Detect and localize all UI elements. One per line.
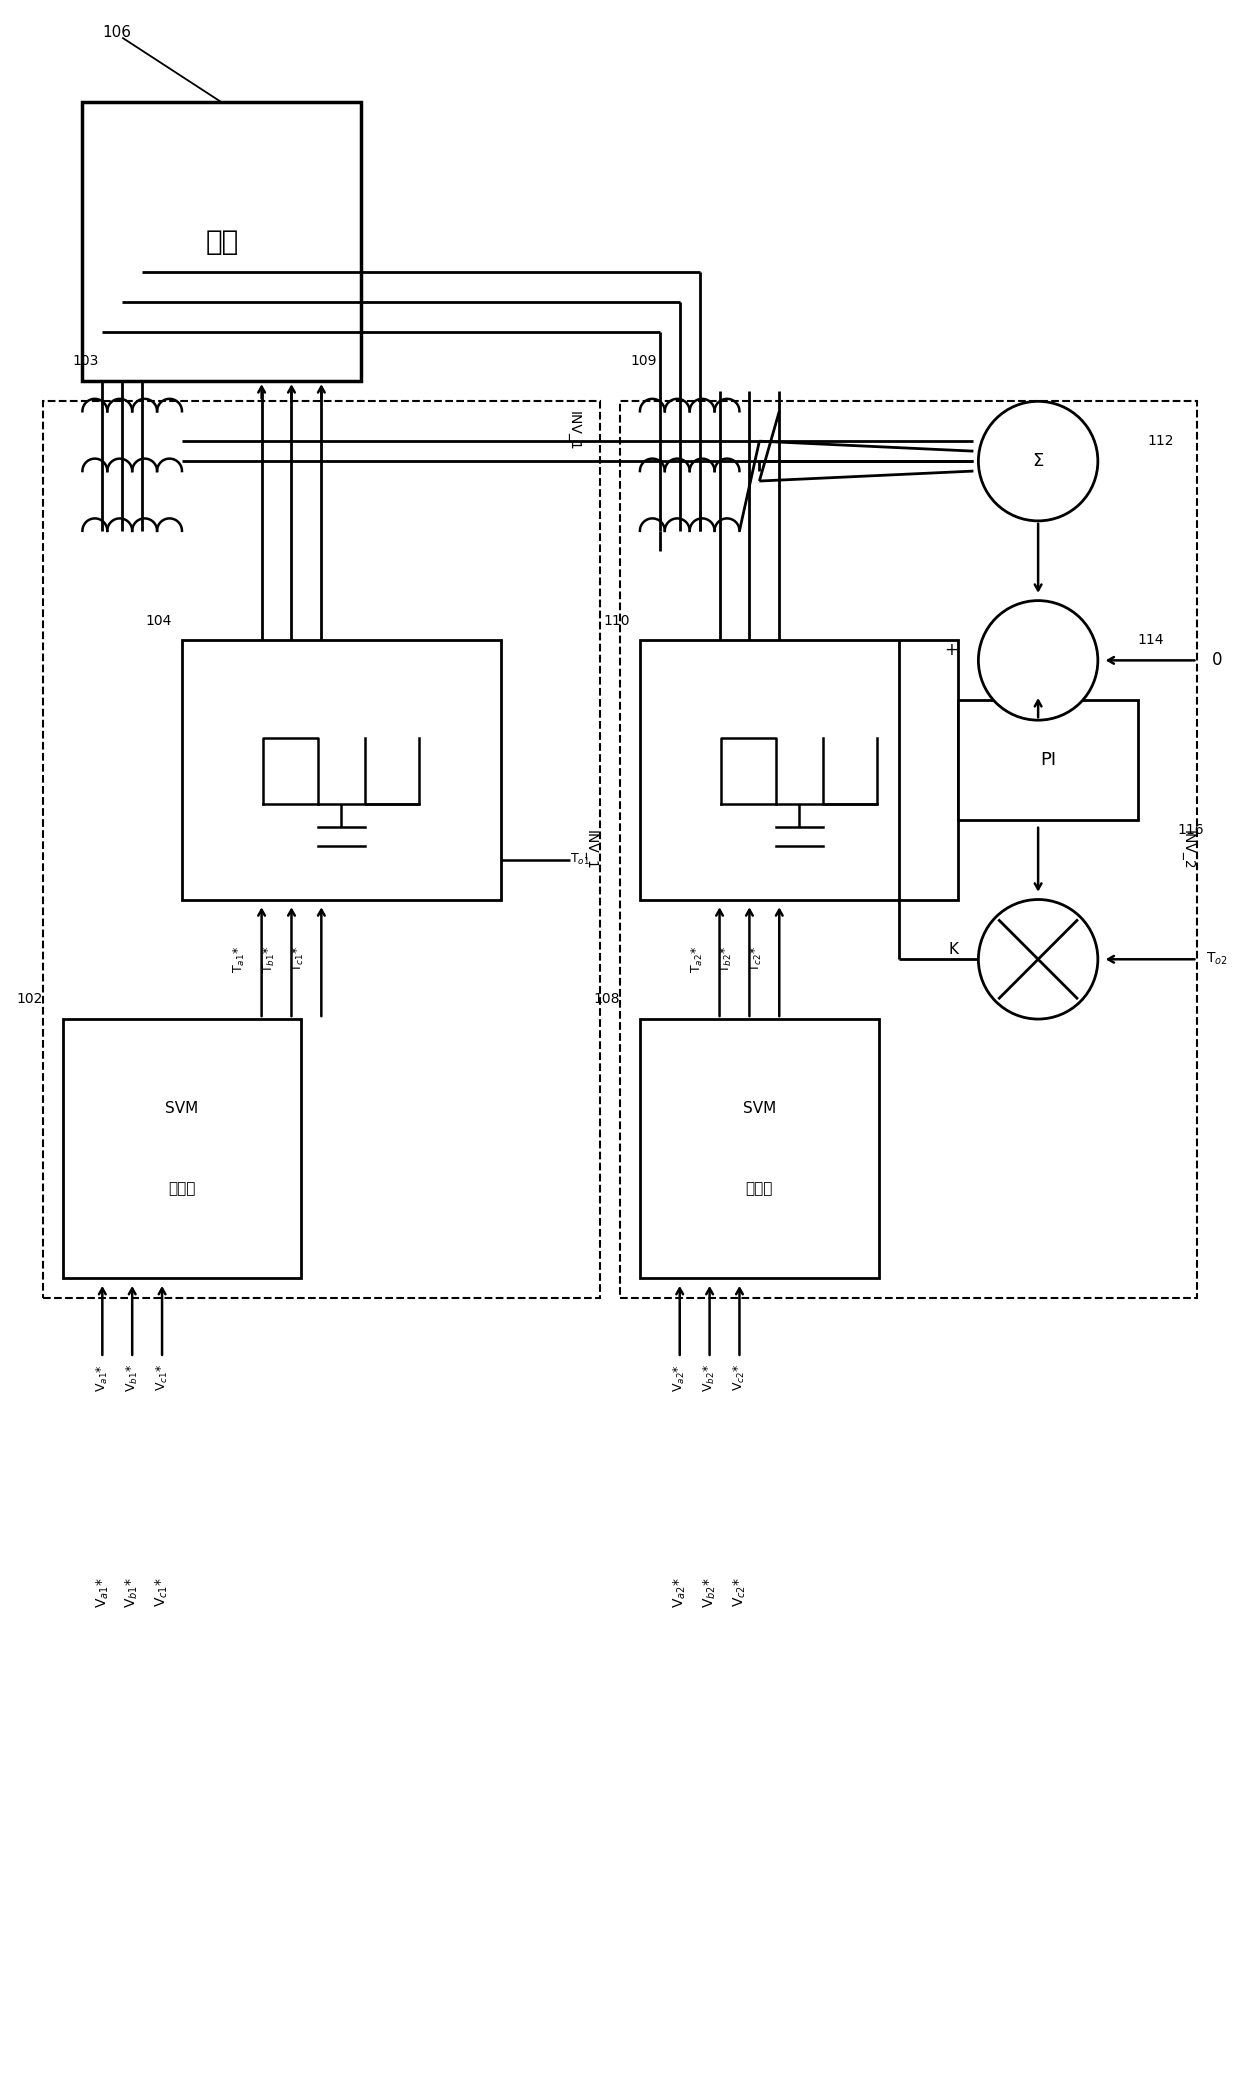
Text: SVM: SVM	[165, 1101, 198, 1116]
Text: T$_{b1}$*: T$_{b1}$*	[262, 945, 277, 973]
Text: 116: 116	[1178, 823, 1204, 837]
Text: 102: 102	[16, 991, 42, 1006]
Text: T$_{c2}$*: T$_{c2}$*	[749, 945, 764, 973]
Circle shape	[978, 900, 1097, 1018]
Text: +: +	[945, 642, 959, 659]
Text: INV_2: INV_2	[1180, 829, 1194, 869]
Bar	[82, 102, 361, 382]
Bar	[42, 401, 600, 1299]
Text: 103: 103	[72, 355, 99, 368]
Text: Σ: Σ	[1033, 453, 1044, 470]
Text: 112: 112	[1148, 434, 1174, 449]
Bar	[959, 700, 1137, 821]
Text: 马达: 马达	[205, 229, 238, 256]
Text: 110: 110	[604, 613, 630, 628]
Text: T$_{b2}$*: T$_{b2}$*	[719, 945, 734, 973]
Bar	[62, 1018, 301, 1278]
Text: V$_{c1}$*: V$_{c1}$*	[154, 1577, 170, 1606]
Text: T$_{a2}$*: T$_{a2}$*	[689, 945, 704, 973]
Text: K: K	[949, 941, 959, 956]
Text: 108: 108	[594, 991, 620, 1006]
Text: V$_{b2}$*: V$_{b2}$*	[702, 1577, 718, 1608]
Text: V$_{c1}$*: V$_{c1}$*	[155, 1363, 170, 1392]
Text: T$_{o1}$: T$_{o1}$	[570, 852, 590, 867]
Text: INV_1: INV_1	[567, 411, 580, 451]
Text: V$_{a2}$*: V$_{a2}$*	[672, 1363, 687, 1392]
Bar	[640, 1018, 879, 1278]
Bar	[182, 640, 501, 900]
Text: V$_{b2}$*: V$_{b2}$*	[702, 1363, 717, 1392]
Text: V$_{b1}$*: V$_{b1}$*	[124, 1577, 140, 1608]
Text: 114: 114	[1137, 634, 1164, 648]
Text: V$_{a1}$*: V$_{a1}$*	[94, 1577, 110, 1608]
Text: 106: 106	[103, 25, 131, 39]
Text: 104: 104	[145, 613, 172, 628]
Text: V$_{c2}$*: V$_{c2}$*	[732, 1363, 746, 1392]
Text: V$_{b1}$*: V$_{b1}$*	[125, 1363, 140, 1392]
Text: T$_{a1}$*: T$_{a1}$*	[232, 945, 247, 973]
Text: 109: 109	[630, 355, 656, 368]
Bar	[620, 401, 1198, 1299]
Text: T$_{o2}$: T$_{o2}$	[1207, 952, 1228, 968]
Text: INV_1: INV_1	[583, 829, 598, 869]
Text: 0: 0	[1211, 650, 1223, 669]
Text: SVM: SVM	[743, 1101, 776, 1116]
Text: 控制器: 控制器	[745, 1180, 773, 1197]
Text: V$_{a2}$*: V$_{a2}$*	[672, 1577, 688, 1608]
Text: V$_{c2}$*: V$_{c2}$*	[732, 1577, 748, 1606]
Text: 控制器: 控制器	[169, 1180, 196, 1197]
Bar	[640, 640, 959, 900]
Circle shape	[978, 401, 1097, 522]
Text: V$_{a1}$*: V$_{a1}$*	[94, 1363, 110, 1392]
Text: T$_{c1}$*: T$_{c1}$*	[291, 945, 306, 973]
Circle shape	[978, 601, 1097, 721]
Text: PI: PI	[1040, 750, 1056, 769]
